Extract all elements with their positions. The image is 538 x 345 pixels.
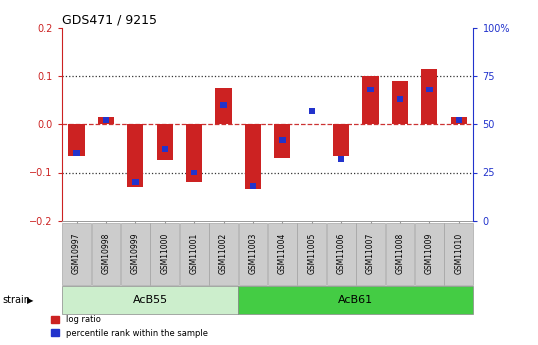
Bar [186,124,202,182]
Text: GSM10999: GSM10999 [131,233,140,274]
Bar [338,156,344,162]
Text: GSM11002: GSM11002 [219,233,228,274]
Text: GSM10998: GSM10998 [102,233,110,274]
Text: GSM11004: GSM11004 [278,233,287,274]
Bar [191,170,197,175]
Bar [250,183,256,189]
Text: AcB61: AcB61 [338,295,373,305]
Bar [98,117,114,124]
Text: GSM11008: GSM11008 [395,233,405,274]
Bar [221,102,227,108]
Bar [68,124,84,156]
Text: GSM11003: GSM11003 [249,233,258,274]
Bar [132,179,139,185]
Bar [421,69,437,124]
Bar [308,108,315,114]
Bar [367,87,374,92]
Bar [456,117,462,123]
Text: GSM10997: GSM10997 [72,233,81,274]
Bar [216,88,232,124]
Bar [279,137,286,142]
Text: GSM11000: GSM11000 [160,233,169,274]
Text: GSM11010: GSM11010 [454,233,463,274]
Bar [274,124,291,158]
Bar [333,124,349,156]
Bar [103,117,109,123]
Text: strain: strain [3,295,31,305]
Bar [161,146,168,152]
Text: GDS471 / 9215: GDS471 / 9215 [62,13,157,27]
Text: AcB55: AcB55 [132,295,168,305]
Bar [397,96,403,102]
Bar [426,87,433,92]
Bar [157,124,173,160]
Text: GSM11001: GSM11001 [190,233,199,274]
Legend: log ratio, percentile rank within the sample: log ratio, percentile rank within the sa… [47,312,211,341]
Bar [451,117,467,124]
Bar [392,81,408,124]
Text: GSM11005: GSM11005 [307,233,316,274]
Text: ▶: ▶ [27,296,33,305]
Bar [245,124,261,189]
Bar [128,124,144,187]
Bar [73,150,80,156]
Bar [363,76,379,124]
Text: GSM11009: GSM11009 [425,233,434,274]
Text: GSM11006: GSM11006 [337,233,345,274]
Text: GSM11007: GSM11007 [366,233,375,274]
